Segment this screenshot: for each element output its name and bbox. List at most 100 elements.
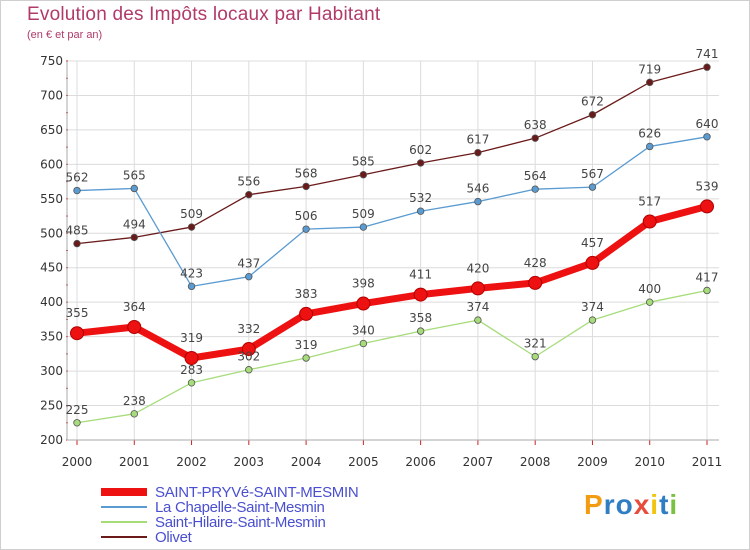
- series-line-saint-pryv-saint-mesmin: [73, 202, 711, 362]
- point-la-chapelle-saint-mesmin-2009: [588, 183, 597, 191]
- data-label-saint-hilaire-saint-mesmin-2005: 340: [352, 324, 375, 338]
- point-la-chapelle-saint-mesmin-2004: [302, 225, 310, 233]
- y-tick-label-650: 650: [40, 123, 63, 137]
- point-saint-hilaire-saint-mesmin-2003: [245, 366, 253, 374]
- logo-letter: i: [650, 489, 660, 520]
- point-la-chapelle-saint-mesmin-2003: [245, 272, 253, 281]
- legend-swatch-saint-hilaire: [101, 521, 147, 523]
- y-tick-label-250: 250: [40, 399, 63, 413]
- point-saint-hilaire-saint-mesmin-2010: [646, 298, 654, 306]
- point-la-chapelle-saint-mesmin-2001: [130, 184, 138, 193]
- point-saint-hilaire-saint-mesmin-2005: [359, 339, 368, 348]
- logo-letter: o: [615, 489, 634, 520]
- data-label-saint-pryv-saint-mesmin-2011: 539: [696, 179, 719, 193]
- point-olivet-2003: [245, 190, 253, 199]
- x-tick-label-2001: 2001: [119, 455, 150, 469]
- chart-subtitle: (en € et par an): [27, 29, 103, 41]
- y-tick-label-450: 450: [40, 261, 63, 275]
- point-la-chapelle-saint-mesmin-2007: [474, 197, 482, 206]
- point-saint-pryv-saint-mesmin-2011: [700, 199, 714, 214]
- data-label-olivet-2006: 602: [409, 143, 432, 157]
- data-label-la-chapelle-saint-mesmin-2004: 506: [295, 209, 318, 223]
- series-line-olivet: [76, 66, 708, 245]
- x-tick-label-2007: 2007: [463, 455, 494, 469]
- x-tick-label-2006: 2006: [405, 455, 436, 469]
- x-tick-label-2002: 2002: [176, 455, 207, 469]
- data-label-la-chapelle-saint-mesmin-2011: 640: [696, 117, 719, 131]
- data-label-saint-hilaire-saint-mesmin-2010: 400: [638, 282, 661, 296]
- data-label-saint-hilaire-saint-mesmin-2001: 238: [123, 394, 146, 408]
- data-label-saint-pryv-saint-mesmin-2001: 364: [123, 300, 146, 314]
- data-label-saint-pryv-saint-mesmin-2007: 420: [466, 261, 489, 275]
- data-label-saint-pryv-saint-mesmin-2005: 398: [352, 277, 375, 291]
- data-label-olivet-2003: 556: [237, 175, 260, 189]
- data-label-olivet-2001: 494: [123, 217, 146, 231]
- y-tick-label-700: 700: [40, 88, 63, 102]
- y-tick-label-500: 500: [40, 226, 63, 240]
- data-label-saint-hilaire-saint-mesmin-2011: 417: [696, 270, 719, 284]
- data-label-olivet-2008: 638: [524, 118, 547, 132]
- data-label-saint-hilaire-saint-mesmin-2002: 283: [180, 363, 203, 377]
- point-olivet-2008: [531, 134, 539, 142]
- line-chart: 200 250 300 350 400 450 500 550 600 650 700 750 2000…: [40, 47, 722, 469]
- data-label-la-chapelle-saint-mesmin-2008: 564: [524, 169, 547, 183]
- series-line-la-chapelle-saint-mesmin: [76, 136, 708, 287]
- y-tick-label-400: 400: [40, 295, 63, 309]
- point-la-chapelle-saint-mesmin-2011: [703, 133, 711, 141]
- logo-letter: x: [633, 489, 651, 520]
- data-label-la-chapelle-saint-mesmin-2005: 509: [352, 207, 375, 221]
- point-saint-pryv-saint-mesmin-2004: [299, 306, 314, 321]
- data-label-saint-hilaire-saint-mesmin-2008: 321: [524, 337, 547, 351]
- data-label-la-chapelle-saint-mesmin-2001: 565: [123, 168, 146, 182]
- data-label-olivet-2010: 719: [638, 62, 661, 76]
- point-la-chapelle-saint-mesmin-2010: [646, 142, 654, 151]
- point-olivet-2000: [73, 239, 81, 248]
- data-label-saint-hilaire-saint-mesmin-2006: 358: [409, 311, 432, 325]
- x-tick-label-2004: 2004: [291, 455, 322, 469]
- logo-letter: i: [669, 489, 679, 520]
- data-label-olivet-2002: 509: [180, 207, 203, 221]
- point-saint-pryv-saint-mesmin-2006: [413, 287, 428, 302]
- point-saint-pryv-saint-mesmin-2008: [528, 275, 543, 290]
- data-labels: 485 494 509 556 568 585 602 617 638 672 719 741 562 5…: [66, 47, 719, 417]
- point-olivet-2004: [302, 182, 310, 191]
- data-label-olivet-2005: 585: [352, 155, 375, 169]
- point-olivet-2006: [416, 159, 425, 167]
- legend-label-saint-hilaire: Saint-Hilaire-Saint-Mesmin: [155, 514, 326, 531]
- logo-letter: r: [603, 489, 616, 520]
- y-tick-label-550: 550: [40, 192, 63, 206]
- point-olivet-2009: [588, 111, 597, 119]
- data-label-la-chapelle-saint-mesmin-2009: 567: [581, 167, 604, 181]
- chart-title: Evolution des Impôts locaux par Habitant: [27, 4, 381, 25]
- data-label-saint-pryv-saint-mesmin-2004: 383: [295, 287, 318, 301]
- data-label-saint-hilaire-saint-mesmin-2003: 302: [237, 350, 260, 364]
- y-tick-label-350: 350: [40, 330, 63, 344]
- proxiti-logo: Proxiti: [584, 489, 678, 521]
- data-label-saint-hilaire-saint-mesmin-2004: 319: [295, 338, 318, 352]
- axes: 200 250 300 350 400 450 500 550 600 650 700 750 2000…: [40, 54, 722, 469]
- point-olivet-2001: [130, 233, 138, 242]
- x-tick-label-2010: 2010: [634, 455, 665, 469]
- point-saint-hilaire-saint-mesmin-2000: [73, 419, 81, 427]
- point-saint-hilaire-saint-mesmin-2007: [474, 316, 482, 324]
- legend-swatch-saint-pryve: [101, 488, 147, 496]
- point-saint-hilaire-saint-mesmin-2006: [416, 327, 425, 335]
- point-olivet-2002: [187, 223, 196, 231]
- grid: [67, 60, 719, 441]
- legend-swatch-la-chapelle: [101, 506, 147, 508]
- data-label-la-chapelle-saint-mesmin-2006: 532: [409, 191, 432, 205]
- data-label-la-chapelle-saint-mesmin-2007: 546: [466, 182, 489, 196]
- data-label-olivet-2011: 741: [696, 47, 719, 61]
- point-saint-pryv-saint-mesmin-2005: [356, 296, 371, 311]
- data-label-olivet-2004: 568: [295, 166, 318, 180]
- data-label-olivet-2000: 485: [66, 224, 89, 238]
- point-saint-pryv-saint-mesmin-2001: [127, 319, 142, 334]
- data-label-saint-hilaire-saint-mesmin-2009: 374: [581, 300, 604, 314]
- data-label-saint-hilaire-saint-mesmin-2000: 225: [66, 403, 89, 417]
- point-la-chapelle-saint-mesmin-2002: [187, 282, 196, 291]
- point-saint-pryv-saint-mesmin-2009: [585, 255, 600, 270]
- y-tick-label-600: 600: [40, 157, 63, 171]
- data-label-saint-pryv-saint-mesmin-2006: 411: [409, 268, 432, 282]
- data-label-saint-pryv-saint-mesmin-2010: 517: [638, 195, 661, 209]
- logo-letter: t: [659, 489, 670, 520]
